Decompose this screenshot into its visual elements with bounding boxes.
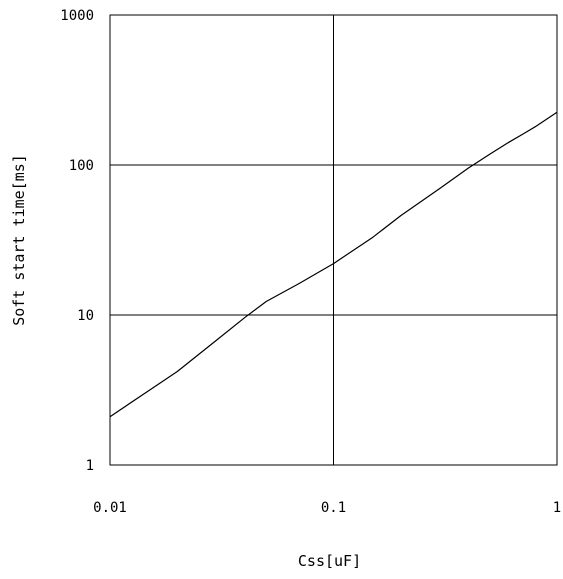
x-tick-labels: 0.01 0.1 1 bbox=[93, 500, 561, 516]
series-line bbox=[109, 111, 558, 418]
y-tick-label: 1000 bbox=[60, 8, 94, 24]
y-tick-labels: 1 10 100 1000 bbox=[60, 8, 94, 474]
y-tick-label: 1 bbox=[86, 458, 94, 474]
y-tick-label: 100 bbox=[69, 158, 94, 174]
plot-frame bbox=[109, 14, 558, 466]
x-axis-title: Css[uF] bbox=[298, 552, 361, 570]
grid-lines bbox=[110, 15, 557, 465]
y-tick-label: 10 bbox=[77, 308, 94, 324]
series-layer bbox=[109, 111, 558, 418]
x-tick-label: 0.01 bbox=[93, 500, 127, 516]
x-tick-label: 0.1 bbox=[321, 500, 346, 516]
y-axis-title: Soft start time[ms] bbox=[10, 154, 28, 326]
x-tick-label: 1 bbox=[553, 500, 561, 516]
